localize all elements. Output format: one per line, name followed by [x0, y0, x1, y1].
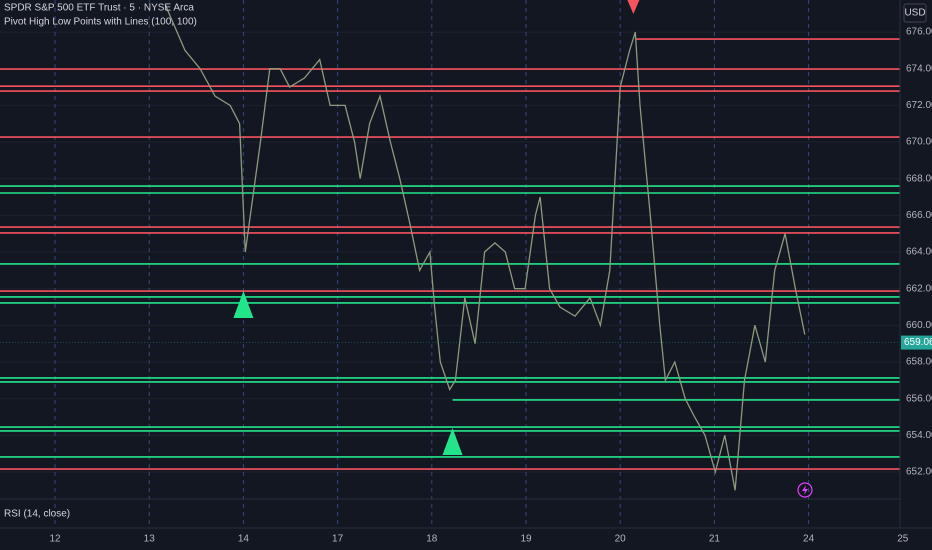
- x-tick-label: 24: [803, 534, 815, 545]
- y-tick-label: 664.00: [906, 247, 932, 258]
- x-tick-label: 19: [520, 534, 532, 545]
- pivot-marker: [233, 291, 254, 319]
- y-tick-label: 676.00: [906, 27, 932, 38]
- x-tick-label: 13: [144, 534, 156, 545]
- last-price-box: [901, 335, 932, 350]
- y-tick-label: 654.00: [906, 430, 932, 441]
- y-tick-label: 666.00: [906, 210, 932, 221]
- y-tick-label: 670.00: [906, 137, 932, 148]
- y-tick-label: 658.00: [906, 357, 932, 368]
- price-line: [164, 4, 806, 491]
- pivot-marker: [442, 427, 463, 455]
- y-tick-label: 652.00: [906, 467, 932, 478]
- axes-layer: 652.00 654.00 656.00 658.00 660.00 662.00 664.…: [49, 27, 932, 545]
- indicator-label: Pivot High Low Points with Lines (100, 1…: [4, 17, 197, 28]
- x-tick-label: 14: [238, 534, 250, 545]
- plot-layer: [0, 0, 900, 491]
- x-tick-label: 25: [897, 534, 909, 545]
- currency-label: USD: [904, 8, 925, 19]
- y-tick-label: 662.00: [906, 283, 932, 294]
- y-tick-label: 656.00: [906, 393, 932, 404]
- y-tick-label: 668.00: [906, 173, 932, 184]
- rsi-label: RSI (14, close): [4, 509, 70, 520]
- x-tick-label: 12: [49, 534, 61, 545]
- alert-bolt: [802, 485, 808, 495]
- last-price-label: 659.06: [904, 337, 932, 348]
- currency-box[interactable]: [903, 3, 927, 23]
- x-tick-label: 21: [709, 534, 721, 545]
- y-tick-label: 674.00: [906, 63, 932, 74]
- y-tick-label: 672.00: [906, 100, 932, 111]
- chart-title: SPDR S&P 500 ETF Trust · 5 · NYSE Arca: [4, 3, 194, 14]
- alert-icon[interactable]: [797, 482, 813, 498]
- pivot-marker: [627, 0, 640, 15]
- y-tick-label: 660.00: [906, 320, 932, 331]
- x-tick-label: 20: [615, 534, 627, 545]
- x-tick-label: 17: [332, 534, 344, 545]
- x-tick-label: 18: [426, 534, 438, 545]
